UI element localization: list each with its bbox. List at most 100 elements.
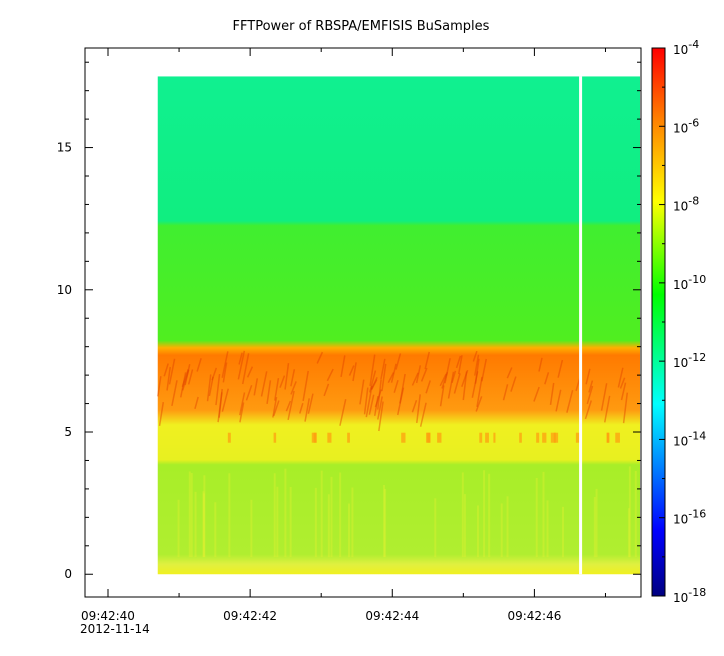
x-tick-label: 09:42:42 — [223, 609, 277, 623]
emission-streak — [395, 353, 402, 370]
emission-streak — [474, 358, 480, 384]
emission-streak — [217, 392, 223, 423]
emission-streak — [266, 380, 272, 404]
emission-streak — [419, 402, 427, 427]
emission-streak — [557, 359, 564, 378]
emission-streak — [196, 358, 202, 372]
emission-streak — [461, 369, 469, 387]
emission-streak — [359, 379, 365, 405]
emission-streak — [374, 389, 382, 408]
colorbar-tick-label: 10-8 — [673, 195, 699, 214]
emission-streak — [166, 366, 171, 391]
emission-streak — [157, 376, 162, 397]
emission-streak — [506, 367, 513, 379]
emission-streak — [368, 370, 377, 393]
emission-streak — [352, 362, 357, 382]
emission-streak — [287, 390, 295, 421]
emission-streak — [184, 364, 191, 386]
colorbar-tick-label: 10-6 — [673, 116, 699, 135]
emission-streak — [457, 355, 463, 375]
data-gap — [579, 76, 583, 575]
emission-streak — [586, 385, 594, 405]
emission-streak — [365, 385, 373, 418]
emission-streak — [299, 402, 304, 414]
colorbar-tick-label: 10-18 — [673, 586, 706, 605]
emission-streak — [181, 369, 190, 391]
y-tick-label: 10 — [57, 283, 72, 297]
emission-streak — [279, 375, 286, 388]
emission-streak — [187, 369, 194, 385]
emission-streak — [378, 401, 384, 432]
emission-blob — [273, 432, 277, 443]
emission-streak — [447, 371, 455, 399]
emission-streak — [617, 367, 624, 388]
colorbar-tick-label: 10-14 — [673, 429, 706, 448]
emission-streak — [399, 373, 406, 404]
emission-streak — [416, 394, 421, 423]
emission-streak — [387, 372, 395, 384]
y-tick-label: 0 — [64, 567, 72, 581]
emission-blob — [327, 432, 332, 443]
emission-blob — [437, 432, 442, 443]
emission-streak — [272, 397, 278, 418]
colorbar-tick-label: 10-4 — [673, 38, 699, 57]
emission-streak — [555, 389, 562, 412]
emission-streak — [363, 387, 369, 415]
emission-blob — [536, 432, 540, 443]
emission-streak — [566, 389, 574, 413]
emission-streak — [474, 354, 480, 376]
emission-streak — [439, 385, 445, 407]
emission-blob — [347, 432, 350, 443]
y-tick-label: 15 — [57, 141, 72, 155]
x-date-label: 2012-11-14 — [80, 622, 150, 636]
emission-streak — [472, 350, 478, 362]
emission-streak — [368, 394, 375, 415]
emission-streak — [396, 387, 405, 416]
emission-streak — [502, 384, 509, 401]
x-tick-label: 09:42:44 — [365, 609, 419, 623]
emission-streak — [307, 393, 314, 414]
emission-blob — [493, 432, 496, 443]
x-tick-label: 09:42:46 — [507, 609, 561, 623]
emission-blob — [401, 432, 406, 443]
emission-streak — [603, 395, 611, 423]
emission-streak — [544, 372, 550, 385]
emission-streak — [510, 376, 517, 392]
x-axis: 09:42:40 09:42:42 09:42:44 09:42:46 2012-11-… — [80, 48, 606, 636]
colorbar-tick-label: 10-16 — [673, 508, 706, 527]
emission-streak — [253, 378, 259, 396]
emission-streak — [415, 365, 422, 384]
emission-streak — [221, 351, 229, 378]
colorbar: 10-4 10-6 10-8 10-10 10-12 10-14 10-16 10-18 — [651, 38, 706, 605]
emission-blob — [606, 432, 609, 443]
emission-streak — [326, 368, 334, 382]
colorbar-tick-label: 10-10 — [673, 273, 706, 292]
emission-streak — [260, 371, 268, 397]
emission-streak — [377, 396, 383, 420]
emission-streak — [471, 371, 479, 398]
emission-streak — [475, 396, 483, 412]
emission-streak — [284, 363, 290, 390]
emission-streak — [302, 370, 309, 402]
emission-blob — [615, 432, 620, 443]
emission-streak — [323, 383, 330, 397]
emission-streak — [411, 400, 418, 413]
emission-streak — [588, 380, 594, 393]
emission-blob — [575, 432, 580, 443]
emission-blob — [519, 432, 522, 443]
emission-streak — [481, 358, 488, 382]
emission-blob — [427, 432, 431, 443]
emission-blob — [542, 432, 547, 443]
emission-blob — [550, 432, 556, 443]
emission-streak — [339, 399, 347, 426]
emission-streak — [218, 388, 223, 418]
emission-streak — [439, 373, 447, 387]
emission-streak — [373, 395, 379, 416]
emission-blob — [227, 432, 231, 443]
emission-streak — [221, 388, 229, 412]
y-axis: 0 5 10 15 — [57, 61, 641, 581]
emission-streak — [424, 351, 430, 370]
emission-streak — [369, 354, 376, 387]
emission-streak — [316, 351, 324, 364]
emission-streak — [239, 392, 246, 416]
